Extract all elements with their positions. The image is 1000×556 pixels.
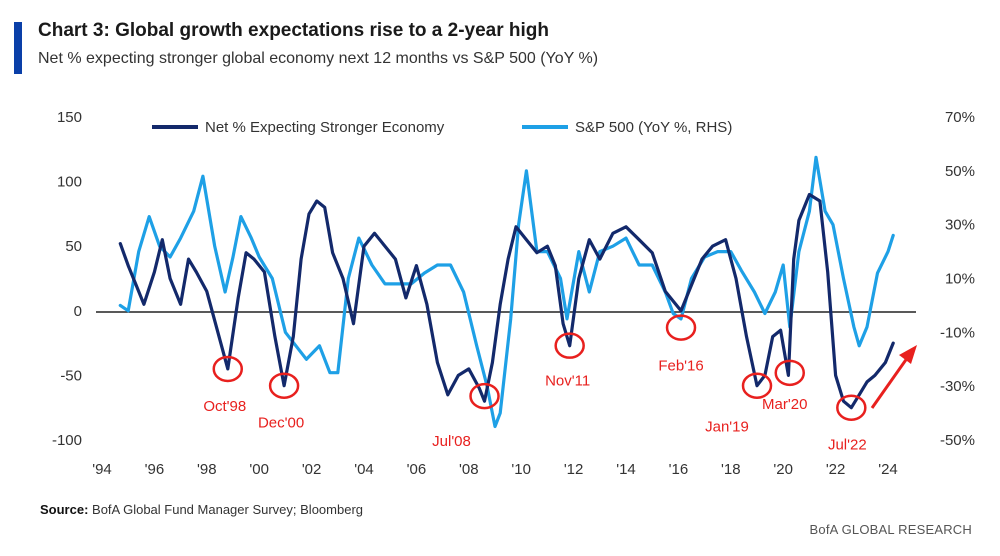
chart-title: Chart 3: Global growth expectations rise…: [38, 20, 549, 41]
rising-arrow-shaft: [870, 353, 912, 409]
x-axis-tick-label: '16: [669, 461, 689, 478]
x-axis-tick-label: '96: [145, 461, 165, 478]
trough-annotation-label: Dec'00: [258, 415, 304, 432]
source-label: Source:: [40, 502, 89, 517]
left-axis-tick-label: -50: [60, 367, 82, 384]
trough-annotation-label: Jul'22: [828, 437, 867, 454]
right-axis-tick-label: -30%: [940, 378, 975, 395]
trough-annotation-label: Oct'98: [203, 398, 246, 415]
trough-marker-circle: [212, 355, 244, 383]
source-text: BofA Global Fund Manager Survey; Bloombe…: [88, 502, 363, 517]
x-axis-tick-label: '18: [721, 461, 741, 478]
line-chart: 150 100 50 0 -50 -100 70% 50% 30% 10% -10% -30% -50%…: [52, 109, 975, 478]
right-axis-tick-label: 70%: [945, 109, 975, 126]
trough-marker-circle: [836, 394, 867, 421]
brand-footer: BofA GLOBAL RESEARCH: [809, 522, 972, 537]
x-axis-tick-label: '00: [249, 461, 269, 478]
source-note: Source: BofA Global Fund Manager Survey;…: [40, 502, 363, 517]
trough-annotation-label: Feb'16: [658, 358, 703, 375]
x-axis-tick-label: '98: [197, 461, 217, 478]
right-axis-tick-label: -10%: [940, 324, 975, 341]
right-axis-tick-label: 30%: [945, 217, 975, 234]
sp500-yoy-series-line: [118, 155, 895, 429]
right-axis-tick-label: 10%: [945, 271, 975, 288]
chart-subtitle: Net % expecting stronger global economy …: [38, 50, 599, 67]
x-axis-tick-label: '02: [302, 461, 322, 478]
x-axis-tick-label: '10: [511, 461, 531, 478]
right-axis-tick-label: 50%: [945, 163, 975, 180]
x-axis-tick-label: '12: [564, 461, 584, 478]
rising-arrow-head: [899, 345, 917, 364]
trough-marker-circle: [665, 314, 697, 341]
x-axis-tick-label: '20: [773, 461, 793, 478]
trough-marker-circle: [268, 372, 300, 399]
trough-marker-circle: [554, 332, 585, 359]
x-axis-tick-label: '24: [878, 461, 898, 478]
left-axis-tick-label: 50: [65, 238, 82, 255]
x-axis-tick-label: '08: [459, 461, 479, 478]
trough-marker-circle: [774, 359, 805, 387]
trough-marker-circle: [469, 382, 500, 410]
x-axis-tick-label: '14: [616, 461, 636, 478]
trough-annotation-label: Mar'20: [762, 396, 807, 413]
right-axis-tick-label: -50%: [940, 432, 975, 449]
x-axis-tick-label: '06: [407, 461, 427, 478]
x-axis-tick-label: '22: [826, 461, 846, 478]
legend-label-net: Net % Expecting Stronger Economy: [205, 119, 445, 136]
trough-marker-circle: [741, 372, 773, 399]
trough-annotation-label: Jul'08: [432, 433, 471, 450]
left-axis-tick-label: -100: [52, 432, 82, 449]
trough-annotation-label: Jan'19: [705, 419, 749, 436]
trough-annotation-label: Nov'11: [545, 373, 590, 390]
left-axis-tick-label: 100: [57, 174, 82, 191]
legend-label-sp500: S&P 500 (YoY %, RHS): [575, 119, 732, 136]
x-axis-tick-label: '04: [354, 461, 374, 478]
net-expecting-stronger-series-line: [118, 192, 895, 410]
left-axis-tick-label: 0: [74, 303, 82, 320]
x-axis-tick-label: '94: [92, 461, 112, 478]
title-accent-bar: [14, 22, 22, 74]
left-axis-tick-label: 150: [57, 109, 82, 126]
